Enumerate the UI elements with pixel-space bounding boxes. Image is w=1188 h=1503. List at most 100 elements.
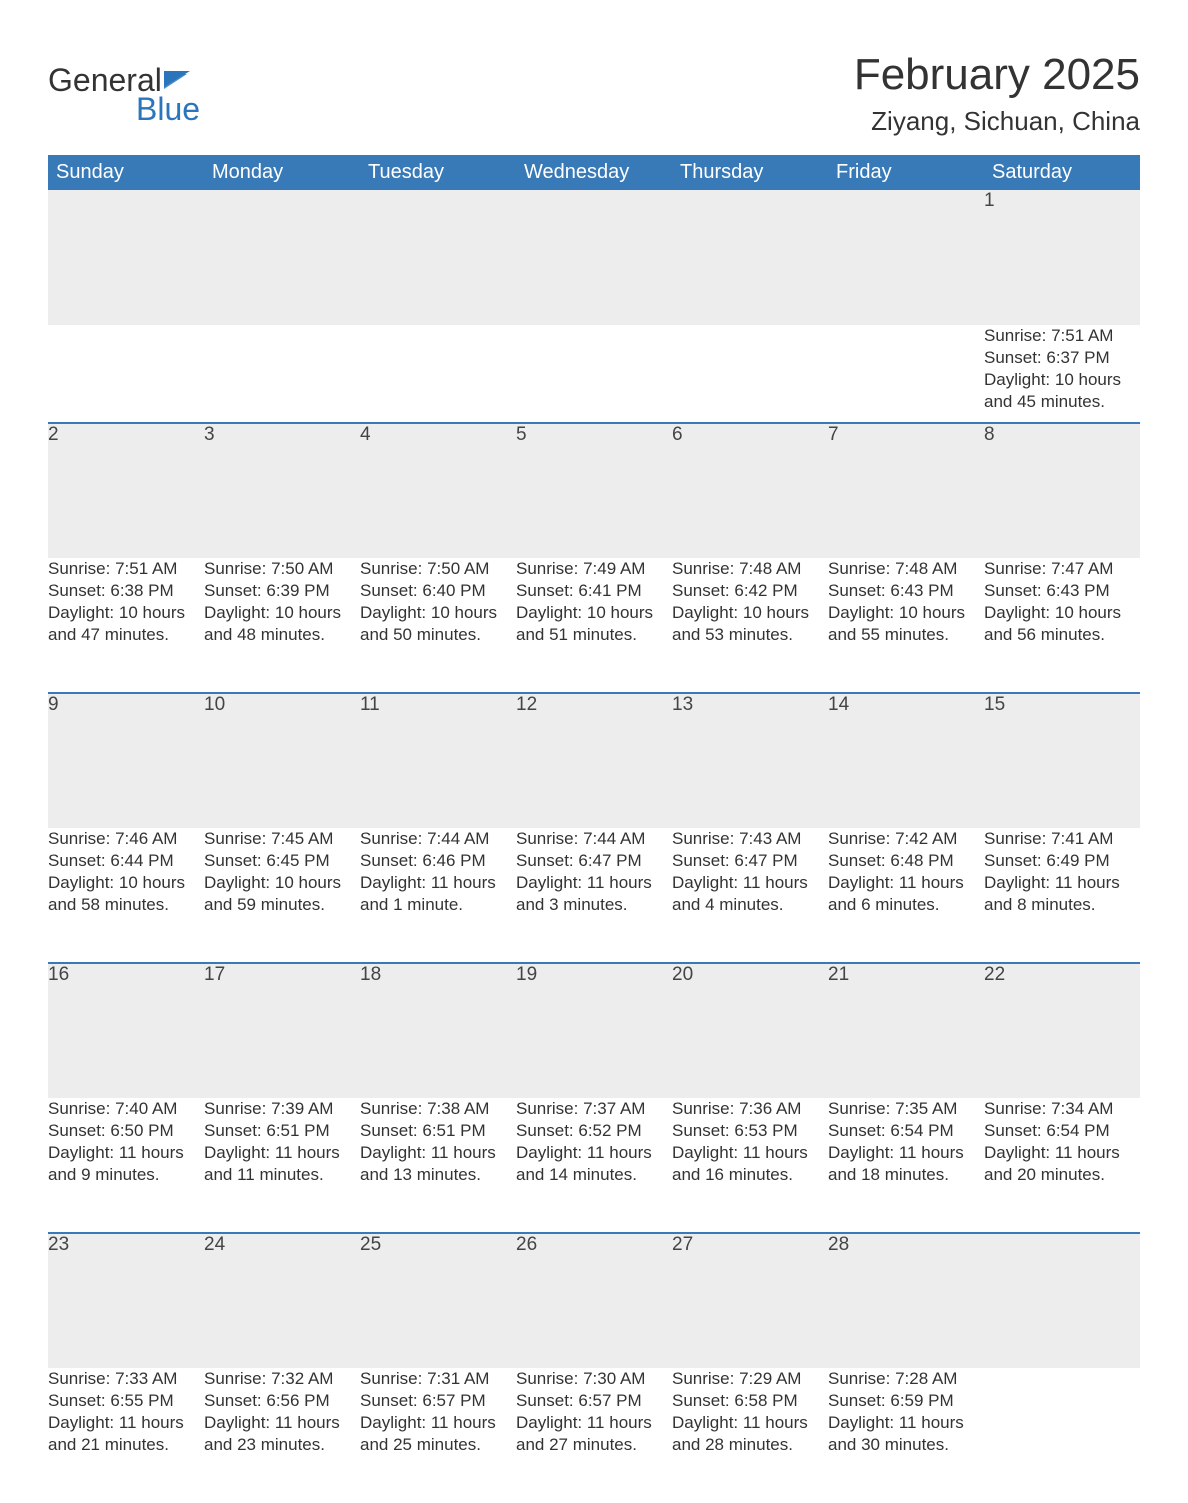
sunrise-line: Sunrise: 7:44 AM [516,828,672,850]
day-cell: Sunrise: 7:49 AMSunset: 6:41 PMDaylight:… [516,558,672,693]
day-cell: Sunrise: 7:44 AMSunset: 6:47 PMDaylight:… [516,828,672,963]
daylight-line: Daylight: 11 hours and 11 minutes. [204,1142,360,1186]
day-number-cell [204,190,360,325]
day-cell [48,325,204,423]
sunset-line: Sunset: 6:47 PM [672,850,828,872]
daylight-line: Daylight: 11 hours and 16 minutes. [672,1142,828,1186]
sunrise-line: Sunrise: 7:34 AM [984,1098,1140,1120]
daylight-line: Daylight: 11 hours and 25 minutes. [360,1412,516,1456]
sunrise-line: Sunrise: 7:51 AM [984,325,1140,347]
day-cell [516,325,672,423]
day-cell: Sunrise: 7:45 AMSunset: 6:45 PMDaylight:… [204,828,360,963]
weekday-header: Saturday [984,155,1140,190]
sunset-line: Sunset: 6:42 PM [672,580,828,602]
daylight-line: Daylight: 11 hours and 8 minutes. [984,872,1140,916]
daylight-line: Daylight: 11 hours and 20 minutes. [984,1142,1140,1186]
day-number-cell: 27 [672,1233,828,1368]
daylight-line: Daylight: 11 hours and 4 minutes. [672,872,828,916]
day-cell: Sunrise: 7:48 AMSunset: 6:42 PMDaylight:… [672,558,828,693]
daylight-line: Daylight: 11 hours and 13 minutes. [360,1142,516,1186]
sunrise-line: Sunrise: 7:50 AM [360,558,516,580]
daylight-line: Daylight: 11 hours and 28 minutes. [672,1412,828,1456]
sunrise-line: Sunrise: 7:45 AM [204,828,360,850]
day-cell: Sunrise: 7:50 AMSunset: 6:40 PMDaylight:… [360,558,516,693]
page-header: General Blue February 2025 Ziyang, Sichu… [48,30,1140,155]
day-cell: Sunrise: 7:48 AMSunset: 6:43 PMDaylight:… [828,558,984,693]
daylight-line: Daylight: 10 hours and 50 minutes. [360,602,516,646]
sunrise-line: Sunrise: 7:35 AM [828,1098,984,1120]
day-number-cell [828,190,984,325]
weekday-header: Sunday [48,155,204,190]
sunrise-line: Sunrise: 7:40 AM [48,1098,204,1120]
sunset-line: Sunset: 6:58 PM [672,1390,828,1412]
day-number-cell: 25 [360,1233,516,1368]
sunset-line: Sunset: 6:38 PM [48,580,204,602]
day-number-cell: 14 [828,693,984,828]
day-number-cell: 18 [360,963,516,1098]
day-cell: Sunrise: 7:50 AMSunset: 6:39 PMDaylight:… [204,558,360,693]
daylight-line: Daylight: 10 hours and 59 minutes. [204,872,360,916]
sunset-line: Sunset: 6:44 PM [48,850,204,872]
day-number-cell: 17 [204,963,360,1098]
sunrise-line: Sunrise: 7:32 AM [204,1368,360,1390]
day-number-cell: 1 [984,190,1140,325]
day-cell: Sunrise: 7:47 AMSunset: 6:43 PMDaylight:… [984,558,1140,693]
day-number-cell: 3 [204,423,360,558]
day-number-cell: 12 [516,693,672,828]
sunset-line: Sunset: 6:56 PM [204,1390,360,1412]
day-cell: Sunrise: 7:40 AMSunset: 6:50 PMDaylight:… [48,1098,204,1233]
day-number-cell: 20 [672,963,828,1098]
sunrise-line: Sunrise: 7:50 AM [204,558,360,580]
calendar-header-row: Sunday Monday Tuesday Wednesday Thursday… [48,155,1140,190]
sunset-line: Sunset: 6:43 PM [984,580,1140,602]
sunset-line: Sunset: 6:52 PM [516,1120,672,1142]
day-cell [828,325,984,423]
day-cell: Sunrise: 7:31 AMSunset: 6:57 PMDaylight:… [360,1368,516,1503]
month-title: February 2025 [854,50,1140,100]
sunset-line: Sunset: 6:50 PM [48,1120,204,1142]
daylight-line: Daylight: 10 hours and 47 minutes. [48,602,204,646]
day-number-cell [360,190,516,325]
day-number-cell: 15 [984,693,1140,828]
sunrise-line: Sunrise: 7:38 AM [360,1098,516,1120]
daylight-line: Daylight: 11 hours and 3 minutes. [516,872,672,916]
day-cell: Sunrise: 7:32 AMSunset: 6:56 PMDaylight:… [204,1368,360,1503]
sunset-line: Sunset: 6:39 PM [204,580,360,602]
day-number-cell: 10 [204,693,360,828]
sunrise-line: Sunrise: 7:42 AM [828,828,984,850]
weekday-header: Monday [204,155,360,190]
weekday-header: Friday [828,155,984,190]
daylight-line: Daylight: 10 hours and 55 minutes. [828,602,984,646]
sunset-line: Sunset: 6:43 PM [828,580,984,602]
day-number-cell [516,190,672,325]
day-number-cell [984,1233,1140,1368]
daylight-line: Daylight: 11 hours and 9 minutes. [48,1142,204,1186]
day-number-cell: 26 [516,1233,672,1368]
sunset-line: Sunset: 6:57 PM [516,1390,672,1412]
daylight-line: Daylight: 11 hours and 21 minutes. [48,1412,204,1456]
daylight-line: Daylight: 10 hours and 53 minutes. [672,602,828,646]
sunset-line: Sunset: 6:40 PM [360,580,516,602]
day-number-cell: 11 [360,693,516,828]
day-number-cell: 7 [828,423,984,558]
sunrise-line: Sunrise: 7:49 AM [516,558,672,580]
day-cell: Sunrise: 7:28 AMSunset: 6:59 PMDaylight:… [828,1368,984,1503]
sunrise-line: Sunrise: 7:48 AM [672,558,828,580]
sunset-line: Sunset: 6:49 PM [984,850,1140,872]
weekday-header: Thursday [672,155,828,190]
day-cell: Sunrise: 7:38 AMSunset: 6:51 PMDaylight:… [360,1098,516,1233]
sunrise-line: Sunrise: 7:33 AM [48,1368,204,1390]
sunrise-line: Sunrise: 7:51 AM [48,558,204,580]
day-cell: Sunrise: 7:51 AMSunset: 6:37 PMDaylight:… [984,325,1140,423]
sunrise-line: Sunrise: 7:48 AM [828,558,984,580]
day-number-cell: 9 [48,693,204,828]
day-cell: Sunrise: 7:44 AMSunset: 6:46 PMDaylight:… [360,828,516,963]
sunrise-line: Sunrise: 7:30 AM [516,1368,672,1390]
sunset-line: Sunset: 6:47 PM [516,850,672,872]
weekday-header: Tuesday [360,155,516,190]
day-cell: Sunrise: 7:36 AMSunset: 6:53 PMDaylight:… [672,1098,828,1233]
day-cell: Sunrise: 7:29 AMSunset: 6:58 PMDaylight:… [672,1368,828,1503]
sunset-line: Sunset: 6:46 PM [360,850,516,872]
sunset-line: Sunset: 6:48 PM [828,850,984,872]
day-cell: Sunrise: 7:35 AMSunset: 6:54 PMDaylight:… [828,1098,984,1233]
